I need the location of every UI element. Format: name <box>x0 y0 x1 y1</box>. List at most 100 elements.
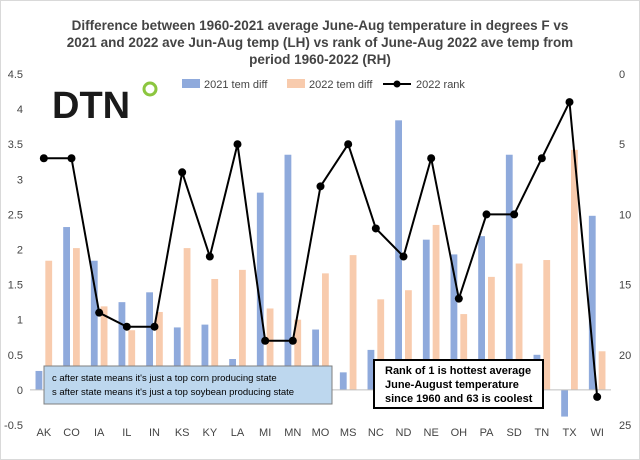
bar-2022-tn <box>543 260 551 390</box>
rank-point-ky <box>205 252 214 261</box>
bar-2021-wi <box>588 215 596 390</box>
rank-point-sd <box>510 210 519 219</box>
bar-2021-mo <box>312 329 319 390</box>
left-axis-tick-label: 3 <box>17 174 23 186</box>
left-axis-tick-label: 1.5 <box>8 280 23 292</box>
x-axis-label-in: IN <box>149 427 160 439</box>
bar-2021-ks <box>173 327 181 390</box>
x-axis-label-ms: MS <box>340 427 357 439</box>
dtn-logo: DTN <box>52 81 158 127</box>
rank-point-ks <box>178 168 187 177</box>
bar-2021-tx <box>561 389 568 417</box>
right-axis-tick-label: 20 <box>619 350 631 362</box>
bar-2021-ak <box>35 370 43 390</box>
chart-title-line-2: 2021 and 2022 ave Jun-Aug temp (LH) vs r… <box>67 35 573 50</box>
x-axis-label-ne: NE <box>424 427 439 439</box>
bar-2021-mn <box>284 154 292 390</box>
bar-2022-nd <box>405 290 412 390</box>
left-axis-tick-label: 0.5 <box>8 350 23 362</box>
rank-point-ne <box>427 154 436 163</box>
rank-point-tx <box>565 98 574 107</box>
bar-2022-tx <box>571 149 578 390</box>
rank-point-in <box>150 322 159 331</box>
state-code-note-line-2: s after state means it's just a top soyb… <box>52 387 294 398</box>
rank-point-nd <box>399 252 408 261</box>
rank-point-pa <box>482 210 491 219</box>
bar-2021-ia <box>90 260 98 390</box>
x-axis-label-nc: NC <box>368 427 384 439</box>
chart-title-line-3: period 1960-2022 (RH) <box>249 52 391 67</box>
x-axis-label-la: LA <box>231 427 245 439</box>
bar-2022-il <box>128 330 136 390</box>
state-code-note: c after state means it's just a top corn… <box>43 365 333 405</box>
legend-label-2021-tem-diff: 2021 tem diff <box>204 79 268 91</box>
x-axis-label-ak: AK <box>36 427 51 439</box>
right-axis-tick-label: 15 <box>619 280 631 292</box>
bar-2022-in <box>156 311 163 390</box>
bar-2022-co <box>73 248 80 390</box>
rank-point-tn <box>537 154 546 163</box>
rank-point-nc <box>371 224 380 233</box>
rank-point-ia <box>95 308 104 317</box>
state-code-note-line-1: c after state means it's just a top corn… <box>52 373 277 384</box>
bar-2021-pa <box>478 236 485 390</box>
bar-2022-mn <box>294 319 302 390</box>
bar-2022-mi <box>266 308 274 390</box>
rank-note: Rank of 1 is hottest average June-August… <box>373 359 544 409</box>
bars-layer <box>35 120 606 417</box>
x-axis-label-mn: MN <box>284 427 301 439</box>
rank-point-co <box>67 154 76 163</box>
bar-2022-la <box>239 269 246 390</box>
rank-line-layer <box>39 98 602 401</box>
x-axis-label-nd: ND <box>396 427 412 439</box>
x-axis-label-sd: SD <box>507 427 522 439</box>
dtn-logo-text: DTN <box>52 85 130 127</box>
rank-point-mo <box>316 182 325 191</box>
x-axis-label-co: CO <box>63 427 80 439</box>
rank-point-mi <box>261 336 270 345</box>
rank-point-ak <box>39 154 48 163</box>
legend-swatch-2022-tem-diff <box>287 79 305 88</box>
left-axis-tick-label: 0 <box>17 385 23 397</box>
bar-2022-ne <box>432 224 440 390</box>
left-axis-tick-label: 2.5 <box>8 209 23 221</box>
bar-2021-ky <box>201 324 209 390</box>
rank-note-line-1: Rank of 1 is hottest average <box>385 365 531 377</box>
legend-swatch-2021-tem-diff <box>182 79 200 88</box>
left-axis-tick-label: 2 <box>17 245 23 257</box>
rank-point-il <box>122 322 131 331</box>
rank-point-ms <box>344 140 353 149</box>
right-axis-tick-label: 10 <box>619 209 631 221</box>
x-axis-label-il: IL <box>122 427 131 439</box>
left-axis-tick-label: 1 <box>17 315 23 327</box>
left-axis-tick-label: 4 <box>17 104 23 116</box>
bar-2022-wi <box>598 351 606 390</box>
rank-note-line-2: June-August temperature <box>385 379 519 391</box>
rank-point-wi <box>593 392 602 401</box>
bar-2021-nd <box>395 120 402 390</box>
x-axis-label-ky: KY <box>202 427 217 439</box>
dtn-logo-ring-icon <box>142 81 158 97</box>
left-axis-tick-label: 3.5 <box>8 139 23 151</box>
bar-2021-ms <box>339 372 347 390</box>
legend-marker-2022-rank <box>393 80 401 88</box>
left-axis-tick-label: -0.5 <box>4 420 23 432</box>
right-axis-tick-label: 0 <box>619 69 625 81</box>
x-axis-label-tn: TN <box>534 427 549 439</box>
bar-2022-ms <box>349 255 357 390</box>
x-axis-label-oh: OH <box>451 427 468 439</box>
chart-title-line-1: Difference between 1960-2021 average Jun… <box>72 18 569 33</box>
bar-2022-ks <box>183 248 191 390</box>
state-code-note-box <box>43 365 333 405</box>
bar-2022-nc <box>377 299 385 390</box>
legend-label-2022-rank: 2022 rank <box>416 79 465 91</box>
right-axis-tick-label: 5 <box>619 139 625 151</box>
x-axis-label-mi: MI <box>259 427 271 439</box>
x-axis-label-ks: KS <box>175 427 190 439</box>
bar-2021-mi <box>256 192 264 390</box>
rank-point-la <box>233 140 242 149</box>
x-axis-label-pa: PA <box>480 427 495 439</box>
right-axis-tick-label: 25 <box>619 420 631 432</box>
